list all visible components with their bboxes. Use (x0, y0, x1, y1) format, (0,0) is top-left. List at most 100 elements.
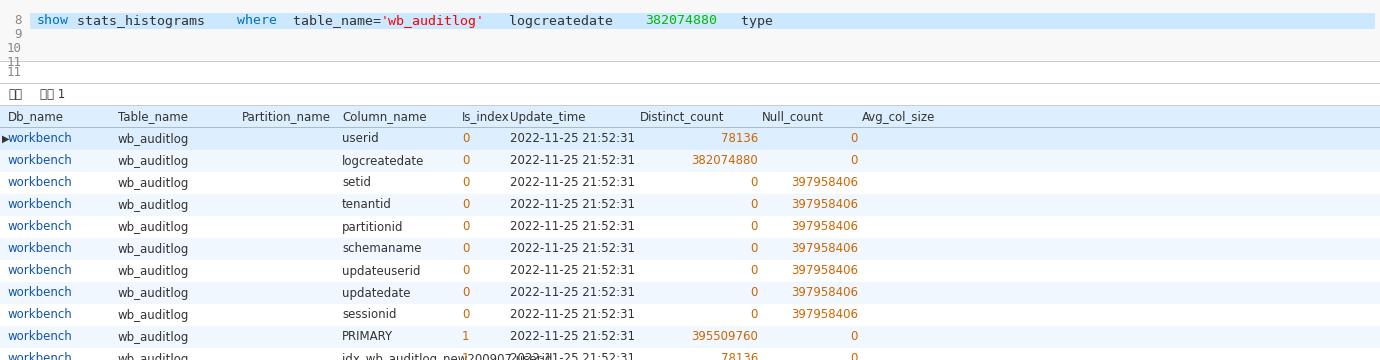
Text: workbench: workbench (8, 220, 73, 234)
Text: type: type (718, 14, 773, 27)
Text: 0: 0 (751, 265, 758, 278)
Text: 0: 0 (751, 220, 758, 234)
Bar (0, 128, 1380, 150)
Text: 397958406: 397958406 (791, 220, 858, 234)
Bar (30, 13, 1374, 29)
Text: 0: 0 (850, 352, 858, 360)
Bar (0, 348, 1380, 360)
Text: wb_auditlog: wb_auditlog (119, 330, 189, 343)
Text: 0: 0 (751, 287, 758, 300)
Text: 8: 8 (15, 14, 22, 27)
Text: 2022-11-25 21:52:31: 2022-11-25 21:52:31 (511, 198, 635, 211)
Text: wb_auditlog: wb_auditlog (119, 265, 189, 278)
Text: 78136: 78136 (720, 132, 758, 145)
Text: 10: 10 (7, 42, 22, 55)
Text: 2022-11-25 21:52:31: 2022-11-25 21:52:31 (511, 132, 635, 145)
Text: 0: 0 (462, 198, 469, 211)
Text: 382074880: 382074880 (691, 154, 758, 167)
Text: 397958406: 397958406 (791, 309, 858, 321)
Text: Table_name: Table_name (119, 111, 188, 123)
Text: 0: 0 (751, 176, 758, 189)
Bar (0, 61, 1380, 62)
Text: 2022-11-25 21:52:31: 2022-11-25 21:52:31 (511, 243, 635, 256)
Bar (0, 83, 1380, 84)
Text: Null_count: Null_count (762, 111, 824, 123)
Text: 11: 11 (7, 56, 22, 69)
Text: ▶: ▶ (1, 134, 10, 144)
Text: 0: 0 (751, 198, 758, 211)
Text: workbench: workbench (8, 154, 73, 167)
Text: 2022-11-25 21:52:31: 2022-11-25 21:52:31 (511, 220, 635, 234)
Text: 0: 0 (462, 287, 469, 300)
Text: workbench: workbench (8, 132, 73, 145)
Text: workbench: workbench (8, 330, 73, 343)
Text: workbench: workbench (8, 352, 73, 360)
Text: wb_auditlog: wb_auditlog (119, 176, 189, 189)
Text: 9: 9 (15, 28, 22, 41)
Text: Avg_col_size: Avg_col_size (862, 111, 936, 123)
Text: 0: 0 (462, 220, 469, 234)
Text: table_name=: table_name= (277, 14, 381, 27)
Text: workbench: workbench (8, 309, 73, 321)
Text: 2022-11-25 21:52:31: 2022-11-25 21:52:31 (511, 265, 635, 278)
Text: 2022-11-25 21:52:31: 2022-11-25 21:52:31 (511, 309, 635, 321)
Text: 382074880: 382074880 (644, 14, 718, 27)
Text: Column_name: Column_name (342, 111, 426, 123)
Text: 397958406: 397958406 (791, 198, 858, 211)
Bar (0, 84, 1380, 106)
Text: logcreatedate: logcreatedate (484, 14, 644, 27)
Text: wb_auditlog: wb_auditlog (119, 132, 189, 145)
Bar (0, 282, 1380, 304)
Text: 0: 0 (462, 132, 469, 145)
Text: 397958406: 397958406 (791, 287, 858, 300)
Text: 395509760: 395509760 (691, 330, 758, 343)
Text: workbench: workbench (8, 265, 73, 278)
Text: 0: 0 (850, 330, 858, 343)
Text: 2022-11-25 21:52:31: 2022-11-25 21:52:31 (511, 330, 635, 343)
Text: workbench: workbench (8, 243, 73, 256)
Text: 1: 1 (462, 352, 469, 360)
Bar (0, 105, 1380, 106)
Text: wb_auditlog: wb_auditlog (119, 352, 189, 360)
Bar (0, 171, 1380, 172)
Bar (0, 194, 1380, 216)
Text: wb_auditlog: wb_auditlog (119, 198, 189, 211)
Text: 2022-11-25 21:52:31: 2022-11-25 21:52:31 (511, 287, 635, 300)
Text: userid: userid (342, 132, 378, 145)
Text: wb_auditlog: wb_auditlog (119, 287, 189, 300)
Text: 0: 0 (462, 176, 469, 189)
Text: idx_wb_auditlog_new200907 userid: idx_wb_auditlog_new200907 userid (342, 352, 552, 360)
Text: 0: 0 (850, 132, 858, 145)
Text: setid: setid (342, 176, 371, 189)
Text: 结果 1: 结果 1 (40, 89, 65, 102)
Text: wb_auditlog: wb_auditlog (119, 220, 189, 234)
Text: 397958406: 397958406 (791, 265, 858, 278)
Bar (0, 216, 1380, 238)
Text: schemaname: schemaname (342, 243, 421, 256)
Text: workbench: workbench (8, 176, 73, 189)
Bar (0, 150, 1380, 172)
Text: 'wb_auditlog': 'wb_auditlog' (381, 14, 484, 27)
Text: workbench: workbench (8, 198, 73, 211)
Text: 11: 11 (7, 66, 22, 79)
Text: Db_name: Db_name (8, 111, 63, 123)
Bar (0, 149, 1380, 150)
Text: 0: 0 (462, 309, 469, 321)
Bar (0, 303, 1380, 304)
Text: 397958406: 397958406 (791, 243, 858, 256)
Bar (0, 347, 1380, 348)
Text: updateuserid: updateuserid (342, 265, 421, 278)
Bar (0, 172, 1380, 194)
Bar (0, 304, 1380, 326)
Text: Update_time: Update_time (511, 111, 585, 123)
Bar (0, 326, 1380, 348)
Text: 2022-11-25 21:52:31: 2022-11-25 21:52:31 (511, 176, 635, 189)
Bar (0, 325, 1380, 326)
Text: sessionid: sessionid (342, 309, 396, 321)
Text: wb_auditlog: wb_auditlog (119, 309, 189, 321)
Text: stats_histograms: stats_histograms (69, 14, 237, 27)
Text: tenantid: tenantid (342, 198, 392, 211)
Bar (0, 106, 1380, 128)
Bar (0, 62, 1380, 84)
Text: logcreatedate: logcreatedate (342, 154, 425, 167)
